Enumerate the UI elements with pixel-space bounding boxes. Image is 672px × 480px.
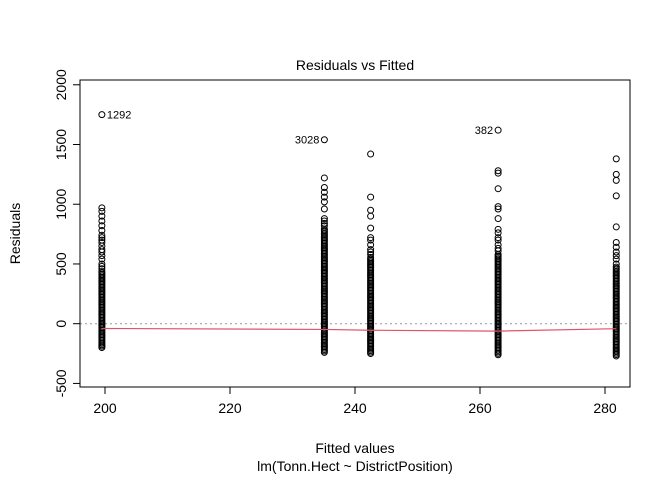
x-axis-sublabel: lm(Tonn.Hect ~ DistrictPosition): [257, 458, 453, 474]
x-tick-label: 240: [343, 400, 367, 416]
data-point: [320, 184, 328, 192]
y-tick-label: 2000: [53, 69, 69, 100]
data-point: [98, 212, 106, 220]
data-point: [612, 170, 620, 178]
y-axis-label: Residuals: [7, 203, 23, 264]
data-point: [612, 243, 620, 251]
data-point: [98, 260, 106, 268]
data-point: [320, 193, 328, 201]
x-tick-label: 220: [218, 400, 242, 416]
data-point: [612, 192, 620, 200]
data-point: [367, 150, 375, 158]
data-point: [367, 234, 375, 242]
data-point: [98, 111, 106, 119]
x-axis-label: Fitted values: [315, 440, 394, 456]
data-point: [98, 265, 106, 273]
data-point: [367, 241, 375, 249]
data-point: [367, 206, 375, 214]
data-point: [612, 155, 620, 163]
data-point: [98, 231, 106, 239]
data-point: [367, 254, 375, 262]
data-point: [494, 215, 502, 223]
plot-frame: [79, 79, 631, 388]
data-point: [367, 248, 375, 256]
data-point: [612, 260, 620, 268]
data-point: [98, 217, 106, 225]
data-point: [612, 263, 620, 271]
points-group: [98, 111, 620, 360]
data-point: [367, 250, 375, 258]
data-point: [494, 185, 502, 193]
y-tick-label: 1000: [53, 188, 69, 219]
data-point: [320, 188, 328, 196]
data-point: [494, 203, 502, 211]
data-point: [98, 207, 106, 215]
x-tick-label: 200: [93, 400, 117, 416]
data-point: [494, 234, 502, 242]
y-tick-label: 1500: [53, 129, 69, 160]
data-point: [320, 198, 328, 206]
data-point: [320, 219, 328, 227]
data-point: [320, 136, 328, 144]
data-point: [98, 262, 106, 270]
data-point: [98, 238, 106, 246]
data-point: [320, 222, 328, 230]
y-tick-label: 500: [53, 252, 69, 276]
data-point: [98, 236, 106, 244]
data-point: [612, 255, 620, 263]
x-axis: 200 220 240 260 280: [93, 387, 617, 416]
data-point: [367, 212, 375, 220]
data-point: [367, 193, 375, 201]
data-point: [612, 238, 620, 246]
data-point: [494, 205, 502, 213]
data-point: [494, 225, 502, 233]
data-point: [320, 215, 328, 223]
y-tick-label: -500: [53, 369, 69, 397]
data-point: [98, 234, 106, 242]
data-point: [98, 246, 106, 254]
data-point: [320, 174, 328, 182]
point-label-1292: 1292: [107, 110, 131, 122]
data-point: [494, 167, 502, 175]
data-point: [494, 241, 502, 249]
y-axis: -500 0 500 1000 1500 2000: [53, 69, 80, 397]
data-point: [494, 126, 502, 134]
data-point: [367, 224, 375, 232]
data-point: [612, 252, 620, 260]
data-point: [612, 223, 620, 231]
data-point: [98, 255, 106, 263]
data-point: [98, 227, 106, 235]
data-point: [494, 236, 502, 244]
data-point: [320, 205, 328, 213]
plot-area: 1292 3028 382 200 220 240 260 280 -500 0 500 1000 15…: [53, 69, 631, 416]
data-point: [367, 236, 375, 244]
point-label-382: 382: [475, 125, 493, 137]
point-label-3028: 3028: [295, 135, 319, 147]
data-point: [320, 217, 328, 225]
data-point: [612, 248, 620, 256]
x-tick-label: 260: [468, 400, 492, 416]
data-point: [494, 244, 502, 252]
data-point: [98, 204, 106, 212]
data-point: [367, 246, 375, 254]
y-tick-label: 0: [53, 320, 69, 328]
data-point: [98, 222, 106, 230]
data-point: [98, 268, 106, 276]
smooth-line: [101, 327, 617, 332]
x-tick-label: 280: [593, 400, 617, 416]
chart-title: Residuals vs Fitted: [296, 57, 414, 73]
data-point: [612, 176, 620, 184]
data-point: [494, 229, 502, 237]
data-point: [494, 169, 502, 177]
